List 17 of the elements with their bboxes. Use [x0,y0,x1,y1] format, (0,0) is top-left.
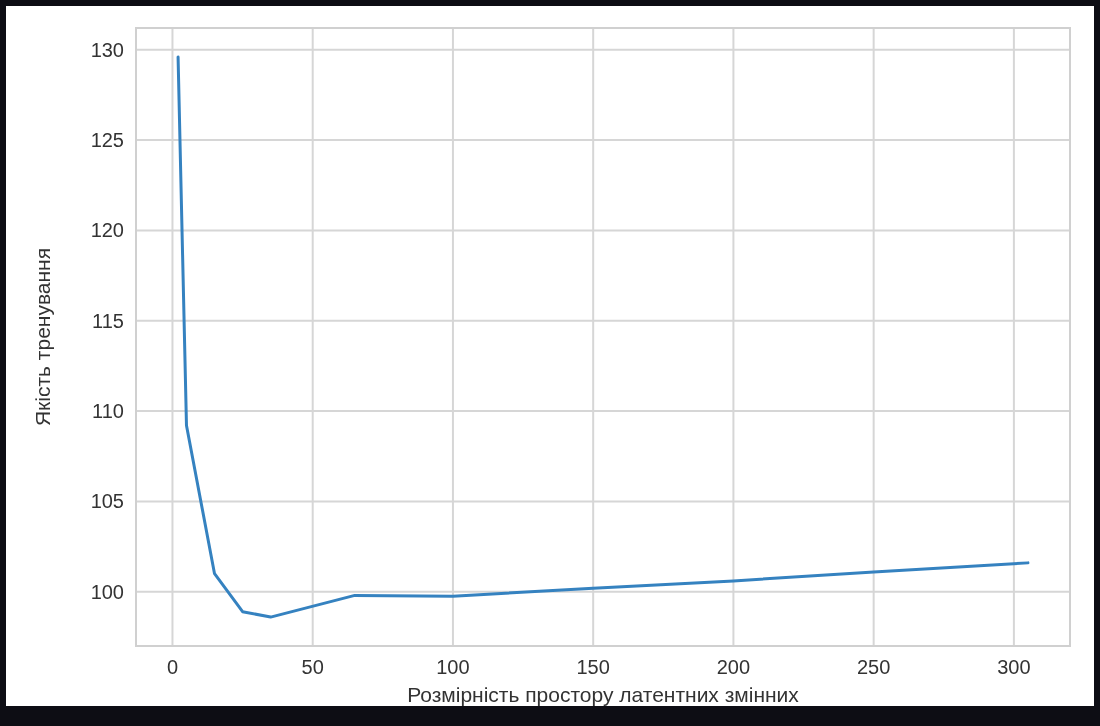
x-tick-label: 250 [856,656,891,678]
y-tick-label: 100 [90,580,124,603]
y-tick-label: 115 [92,309,124,332]
x-tick-label: 0 [166,656,179,678]
x-tick-label: 50 [301,656,324,678]
x-axis-title: Розмірність простору латентних змінних [407,683,800,706]
x-tick-label: 200 [716,656,751,678]
y-tick-label: 110 [92,400,124,423]
y-axis-title: Якість тренування [31,247,54,427]
x-tick-label: 150 [576,656,610,678]
x-tick-label: 100 [436,656,470,678]
y-tick-label: 125 [90,129,124,152]
x-tick-label: 300 [997,656,1031,678]
y-tick-label: 105 [90,490,124,513]
y-tick-label: 120 [90,219,124,242]
line-series [176,55,1030,619]
y-tick-label: 130 [90,38,124,61]
